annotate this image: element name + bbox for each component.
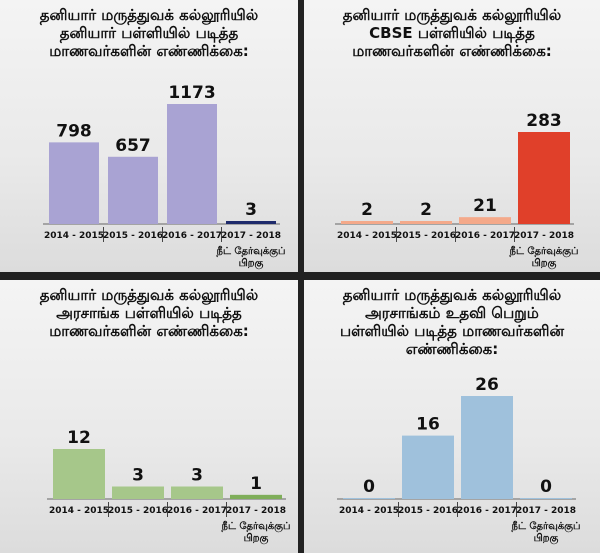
bar-2014-2015 [49, 142, 99, 224]
x-tick-label: 2017 - 2018 [226, 506, 286, 516]
data-label: 1 [250, 474, 262, 494]
bar-2017-2018 [226, 221, 276, 224]
chart-panel-government-school: தனியார் மருத்துவக் கல்லூரியில் அரசாங்க ப… [0, 280, 298, 553]
x-tick-label: 2017 - 2018 [514, 231, 574, 241]
x-tick-label: 2016 - 2017 [457, 506, 517, 516]
bar-2015-2016 [402, 435, 454, 499]
bar-2017-2018 [230, 494, 282, 499]
data-label: 12 [67, 428, 91, 448]
x-tick-label: 2016 - 2017 [167, 506, 227, 516]
bar-chart: 0 2014 - 2015 16 2015 - 2016 26 2016 - 2017 0 2… [337, 375, 581, 545]
annotation-label: பிறகு [532, 257, 557, 270]
annotation-label: நீட் தேர்வுக்குப் [509, 245, 579, 258]
data-label: 3 [132, 466, 144, 486]
data-label: 2 [420, 200, 432, 220]
chart-title: தனியார் மருத்துவக் கல்லூரியில் அரசாங்கம்… [339, 286, 565, 358]
data-label: 2 [361, 200, 373, 220]
bar-2015-2016 [400, 221, 452, 224]
annotation-label: பிறகு [239, 257, 264, 270]
bar-2015-2016 [108, 156, 158, 224]
chart-title: தனியார் மருத்துவக் கல்லூரியில் அரசாங்க ப… [39, 286, 259, 340]
data-label: 3 [191, 466, 203, 486]
bar-2017-2018 [518, 132, 570, 224]
x-tick-label: 2016 - 2017 [455, 231, 515, 241]
data-label: 0 [363, 477, 375, 497]
data-label: 657 [115, 136, 151, 156]
x-tick-label: 2014 - 2015 [337, 231, 397, 241]
data-label: 0 [540, 477, 552, 497]
bar-chart: 798 2014 - 2015 657 2015 - 2016 1173 2016 - 2… [43, 83, 286, 270]
chart-title: தனியார் மருத்துவக் கல்லூரியில் CBSE பள்ள… [342, 6, 562, 60]
bar-2016-2017 [459, 217, 511, 224]
bar-2014-2015 [341, 221, 393, 224]
data-label: 283 [526, 111, 562, 131]
annotation-label: பிறகு [244, 532, 269, 545]
x-tick-label: 2014 - 2015 [339, 506, 399, 516]
x-tick-label: 2017 - 2018 [516, 506, 576, 516]
annotation-label: நீட் தேர்வுக்குப் [216, 245, 286, 258]
x-tick-label: 2014 - 2015 [49, 506, 109, 516]
x-tick-label: 2014 - 2015 [44, 231, 104, 241]
chart-panel-private-school: தனியார் மருத்துவக் கல்லூரியில் தனியார் ப… [0, 0, 298, 272]
x-tick-label: 2015 - 2016 [398, 506, 458, 516]
x-tick-label: 2015 - 2016 [396, 231, 456, 241]
data-label: 1173 [168, 83, 215, 103]
annotation-label: பிறகு [534, 532, 559, 545]
chart-panel-aided-school: தனியார் மருத்துவக் கல்லூரியில் அரசாங்கம்… [304, 280, 600, 553]
bar-2016-2017 [171, 486, 223, 499]
bar-2014-2015 [343, 498, 395, 499]
data-label: 21 [473, 196, 497, 216]
bar-chart: 2 2014 - 2015 2 2015 - 2016 21 2016 - 2017 283… [335, 111, 579, 270]
panel-divider-horizontal [0, 272, 600, 280]
x-tick-label: 2015 - 2016 [103, 231, 163, 241]
annotation-label: நீட் தேர்வுக்குப் [511, 520, 581, 533]
data-label: 16 [416, 415, 440, 435]
bar-2016-2017 [167, 104, 217, 224]
x-tick-label: 2015 - 2016 [108, 506, 168, 516]
data-label: 798 [56, 121, 92, 141]
bar-2014-2015 [53, 449, 105, 499]
data-label: 3 [245, 200, 257, 220]
chart-panel-cbse-school: தனியார் மருத்துவக் கல்லூரியில் CBSE பள்ள… [304, 0, 600, 272]
bar-chart: 12 2014 - 2015 3 2015 - 2016 3 2016 - 2017 1 20… [47, 428, 291, 545]
bar-2016-2017 [461, 396, 513, 499]
x-tick-label: 2016 - 2017 [162, 231, 222, 241]
annotation-label: நீட் தேர்வுக்குப் [221, 520, 291, 533]
data-label: 26 [475, 375, 499, 395]
chart-title: தனியார் மருத்துவக் கல்லூரியில் தனியார் ப… [39, 6, 259, 60]
bar-2015-2016 [112, 486, 164, 499]
x-tick-label: 2017 - 2018 [221, 231, 281, 241]
bar-2017-2018 [520, 498, 572, 499]
